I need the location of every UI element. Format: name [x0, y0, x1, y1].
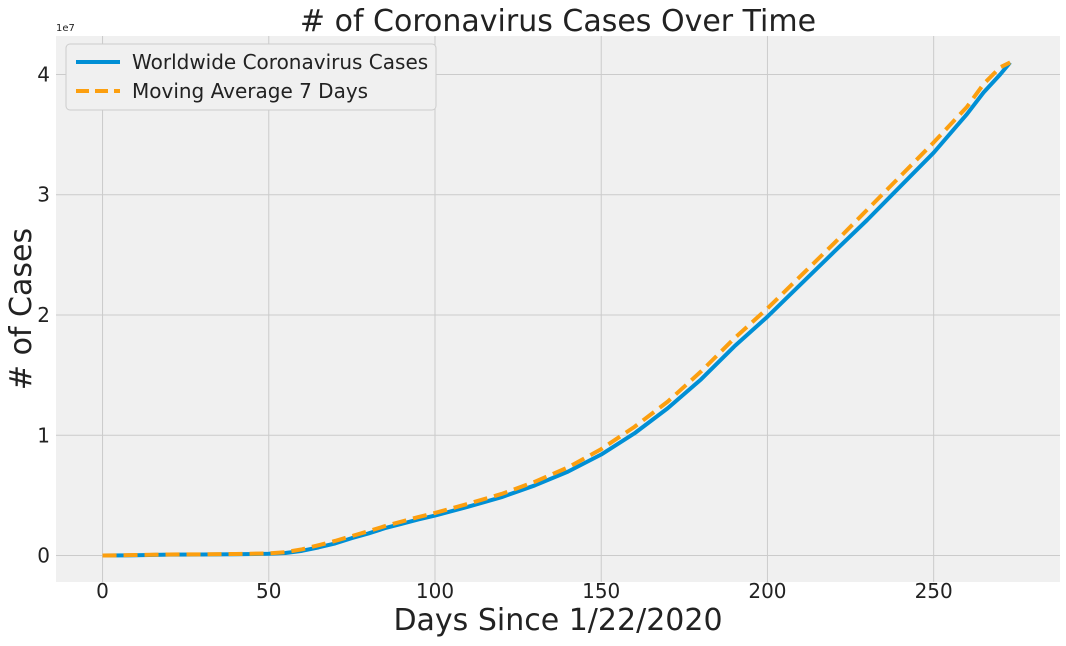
y-tick-label: 2 [37, 303, 50, 327]
x-tick-label: 250 [915, 579, 953, 603]
y-axis-ticks: 0 1 2 3 4 [37, 62, 50, 567]
x-tick-label: 50 [256, 579, 281, 603]
legend: Worldwide Coronavirus Cases Moving Avera… [65, 43, 437, 111]
x-tick-label: 0 [96, 579, 109, 603]
y-axis-offset-text: 1e7 [56, 23, 75, 34]
legend-label-moving-average: Moving Average 7 Days [132, 79, 368, 103]
chart-title: # of Coronavirus Cases Over Time [300, 4, 816, 39]
x-tick-label: 100 [416, 579, 454, 603]
y-tick-label: 1 [37, 423, 50, 447]
y-tick-label: 4 [37, 62, 50, 86]
x-tick-label: 150 [582, 579, 620, 603]
plot-background [56, 36, 1060, 582]
series-layer [102, 60, 1012, 558]
series-line-moving-average [102, 60, 1011, 558]
legend-label-worldwide-cases: Worldwide Coronavirus Cases [132, 50, 428, 74]
y-tick-label: 3 [37, 183, 50, 207]
x-axis-label: Days Since 1/22/2020 [393, 603, 722, 638]
x-tick-label: 200 [748, 579, 786, 603]
x-axis-ticks: 0 50 100 150 200 250 [96, 579, 953, 603]
y-axis-label: # of Cases [4, 228, 39, 390]
y-tick-label: 0 [37, 544, 50, 568]
legend-box [65, 43, 437, 111]
